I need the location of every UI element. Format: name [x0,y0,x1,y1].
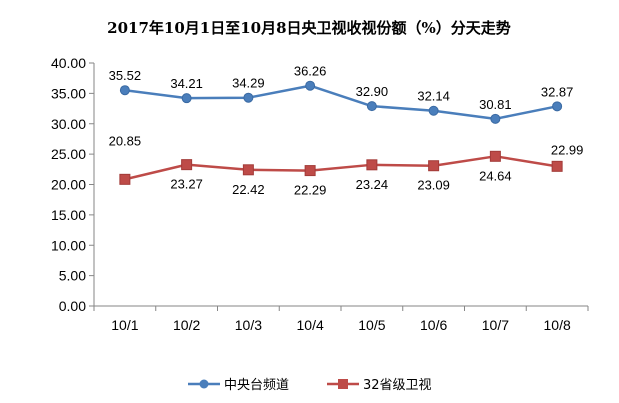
data-point-s2 [366,159,378,171]
data-label-s1: 35.52 [109,68,142,83]
axes: 0.00 5.00 10.00 15.00 20.00 25.00 30.00 35.00 40… [51,55,589,333]
data-point-s2 [242,164,254,176]
x-tick-label: 10/6 [420,317,447,333]
data-label-s2: 22.99 [551,142,584,157]
x-tick-label: 10/7 [482,317,509,333]
data-point-s2 [304,165,316,177]
data-label-s1: 32.14 [417,89,450,104]
data-point-s1 [490,113,501,124]
y-tick-label: 30.00 [51,116,86,132]
data-point-s1 [428,105,439,116]
data-label-s2: 24.64 [479,168,512,183]
x-tick-label: 10/1 [111,317,138,333]
data-label-s1: 36.26 [294,64,327,79]
series-line-1 [124,84,558,121]
y-tick-label: 15.00 [51,207,86,223]
y-tick-label: 35.00 [51,85,86,101]
data-label-s1: 34.29 [232,76,265,91]
data-label-s1: 32.87 [541,84,574,99]
y-tick-label: 0.00 [59,298,86,314]
data-point-s1 [552,101,563,112]
data-label-s1: 30.81 [479,97,512,112]
x-tick-label: 10/8 [544,317,571,333]
chart-title: 2017年10月1日至10月8日央卫视收视份额（%）分天走势 [107,19,511,37]
data-point-s1 [305,80,316,91]
y-tick-label: 10.00 [51,237,86,253]
x-tick-label: 10/2 [173,317,200,333]
legend: 中央台频道 32省级卫视 [188,378,432,393]
data-label-s2: 23.27 [170,177,203,192]
data-label-s2: 20.85 [109,133,142,148]
series-layer [119,80,563,185]
x-tick-label: 10/5 [358,317,385,333]
legend-marker-1 [199,379,209,389]
data-label-s2: 22.29 [294,183,327,198]
data-label-s1: 34.21 [170,76,203,91]
data-point-s1 [119,85,130,96]
y-tick-label: 5.00 [59,268,86,284]
data-point-s2 [551,160,563,172]
series-line-2 [124,155,558,181]
data-point-s2 [489,150,501,162]
data-point-s2 [181,159,193,171]
data-point-s1 [366,101,377,112]
data-point-s2 [119,173,131,185]
x-tick-label: 10/3 [235,317,262,333]
x-tick-label: 10/4 [297,317,324,333]
data-labels: 35.52 34.21 34.29 36.26 32.90 32.14 30.81 32.87… [109,64,584,198]
y-tick-label: 20.00 [51,177,86,193]
data-point-s1 [181,93,192,104]
y-tick-label: 25.00 [51,146,86,162]
data-label-s2: 22.42 [232,182,265,197]
y-tick-label: 40.00 [51,55,86,71]
data-point-s2 [428,160,440,172]
data-label-s2: 23.09 [417,178,450,193]
legend-label-1: 中央台频道 [224,378,289,393]
data-label-s2: 23.24 [356,177,389,192]
legend-label-2: 32省级卫视 [363,378,432,393]
data-point-s1 [243,92,254,103]
data-label-s1: 32.90 [356,84,389,99]
legend-marker-2 [338,379,348,389]
